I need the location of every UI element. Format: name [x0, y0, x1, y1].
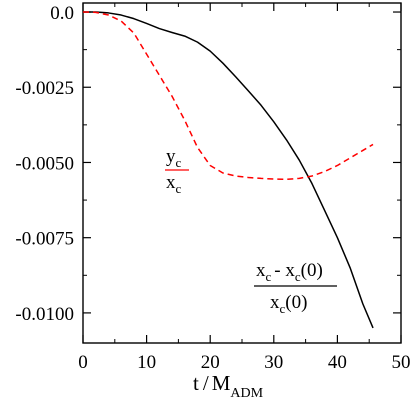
label-num-x-sub: c [266, 269, 272, 284]
x-tick-label: 10 [137, 352, 156, 373]
y-tick-label: -0.0025 [15, 78, 74, 99]
y-tick-label: -0.0050 [15, 153, 74, 174]
tick-labels: 0 10 20 30 40 50 0.0 -0.0025 -0.0050 -0.0075 -0.01… [15, 3, 410, 373]
x-tick-label: 40 [328, 352, 347, 373]
label-x-base: x [166, 172, 176, 193]
label-num-x-base: x [256, 260, 266, 281]
x-axis-label-sub: ADM [230, 386, 263, 401]
plot-frame [82, 2, 402, 344]
ticks [82, 3, 402, 343]
label-y-base: y [166, 146, 176, 167]
x-axis-label-t: t [193, 371, 199, 395]
label-y-sub: c [176, 155, 182, 170]
svg-text:xc(0): xc(0) [270, 292, 307, 316]
series-label-ratio-y-x: yc xc [165, 146, 189, 196]
x-tick-label: 30 [264, 352, 283, 373]
x-axis-label: t / MADM [193, 371, 264, 401]
series-group [82, 11, 374, 329]
x-tick-label: 50 [392, 352, 411, 373]
svg-text:xc- xc(0): xc - xc(0) [256, 260, 323, 284]
svg-text:yc: yc [166, 146, 182, 170]
series-line-ratio [82, 11, 374, 181]
y-tick-label: -0.0100 [15, 304, 74, 325]
label-den-tail: (0) [285, 292, 307, 313]
label-x-sub: c [176, 181, 182, 196]
label-num-x2-sub: c [295, 269, 301, 284]
x-tick-label: 20 [201, 352, 220, 373]
y-tick-label: -0.0075 [15, 229, 74, 250]
label-den-x-sub: c [280, 301, 286, 316]
series-line-displacement [83, 11, 374, 329]
label-den-x-base: x [270, 292, 280, 313]
x-tick-label: 0 [78, 352, 88, 373]
series-label-displacement: xc - xc(0) xc(0) [254, 260, 337, 316]
svg-text:xc: xc [166, 172, 182, 196]
y-tick-label: 0.0 [50, 3, 74, 24]
label-num-tail: (0) [301, 260, 323, 281]
x-axis-label-m: M [212, 371, 231, 395]
label-num-minus: - x [274, 260, 295, 281]
x-axis-label-slash: / [203, 371, 209, 395]
